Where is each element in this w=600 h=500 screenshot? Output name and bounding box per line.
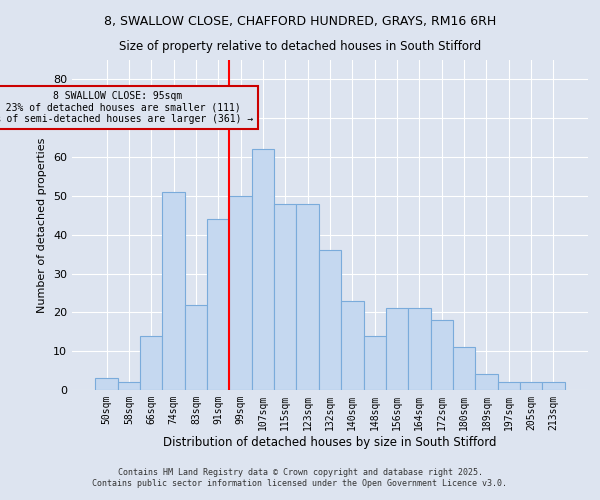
- Bar: [520, 382, 542, 390]
- Text: 8, SWALLOW CLOSE, CHAFFORD HUNDRED, GRAYS, RM16 6RH: 8, SWALLOW CLOSE, CHAFFORD HUNDRED, GRAY…: [104, 15, 496, 28]
- Bar: [319, 250, 341, 390]
- Text: Contains HM Land Registry data © Crown copyright and database right 2025.
Contai: Contains HM Land Registry data © Crown c…: [92, 468, 508, 487]
- Bar: [163, 192, 185, 390]
- Bar: [341, 300, 364, 390]
- Bar: [364, 336, 386, 390]
- Bar: [296, 204, 319, 390]
- Bar: [542, 382, 565, 390]
- Bar: [274, 204, 296, 390]
- Bar: [207, 219, 229, 390]
- Bar: [229, 196, 252, 390]
- Bar: [140, 336, 163, 390]
- Bar: [386, 308, 408, 390]
- Bar: [475, 374, 497, 390]
- Bar: [95, 378, 118, 390]
- Text: 8 SWALLOW CLOSE: 95sqm
← 23% of detached houses are smaller (111)
76% of semi-de: 8 SWALLOW CLOSE: 95sqm ← 23% of detached…: [0, 91, 253, 124]
- Text: Size of property relative to detached houses in South Stifford: Size of property relative to detached ho…: [119, 40, 481, 53]
- Bar: [497, 382, 520, 390]
- X-axis label: Distribution of detached houses by size in South Stifford: Distribution of detached houses by size …: [163, 436, 497, 448]
- Bar: [252, 150, 274, 390]
- Bar: [185, 304, 207, 390]
- Bar: [453, 348, 475, 390]
- Bar: [118, 382, 140, 390]
- Bar: [431, 320, 453, 390]
- Y-axis label: Number of detached properties: Number of detached properties: [37, 138, 47, 312]
- Bar: [408, 308, 431, 390]
